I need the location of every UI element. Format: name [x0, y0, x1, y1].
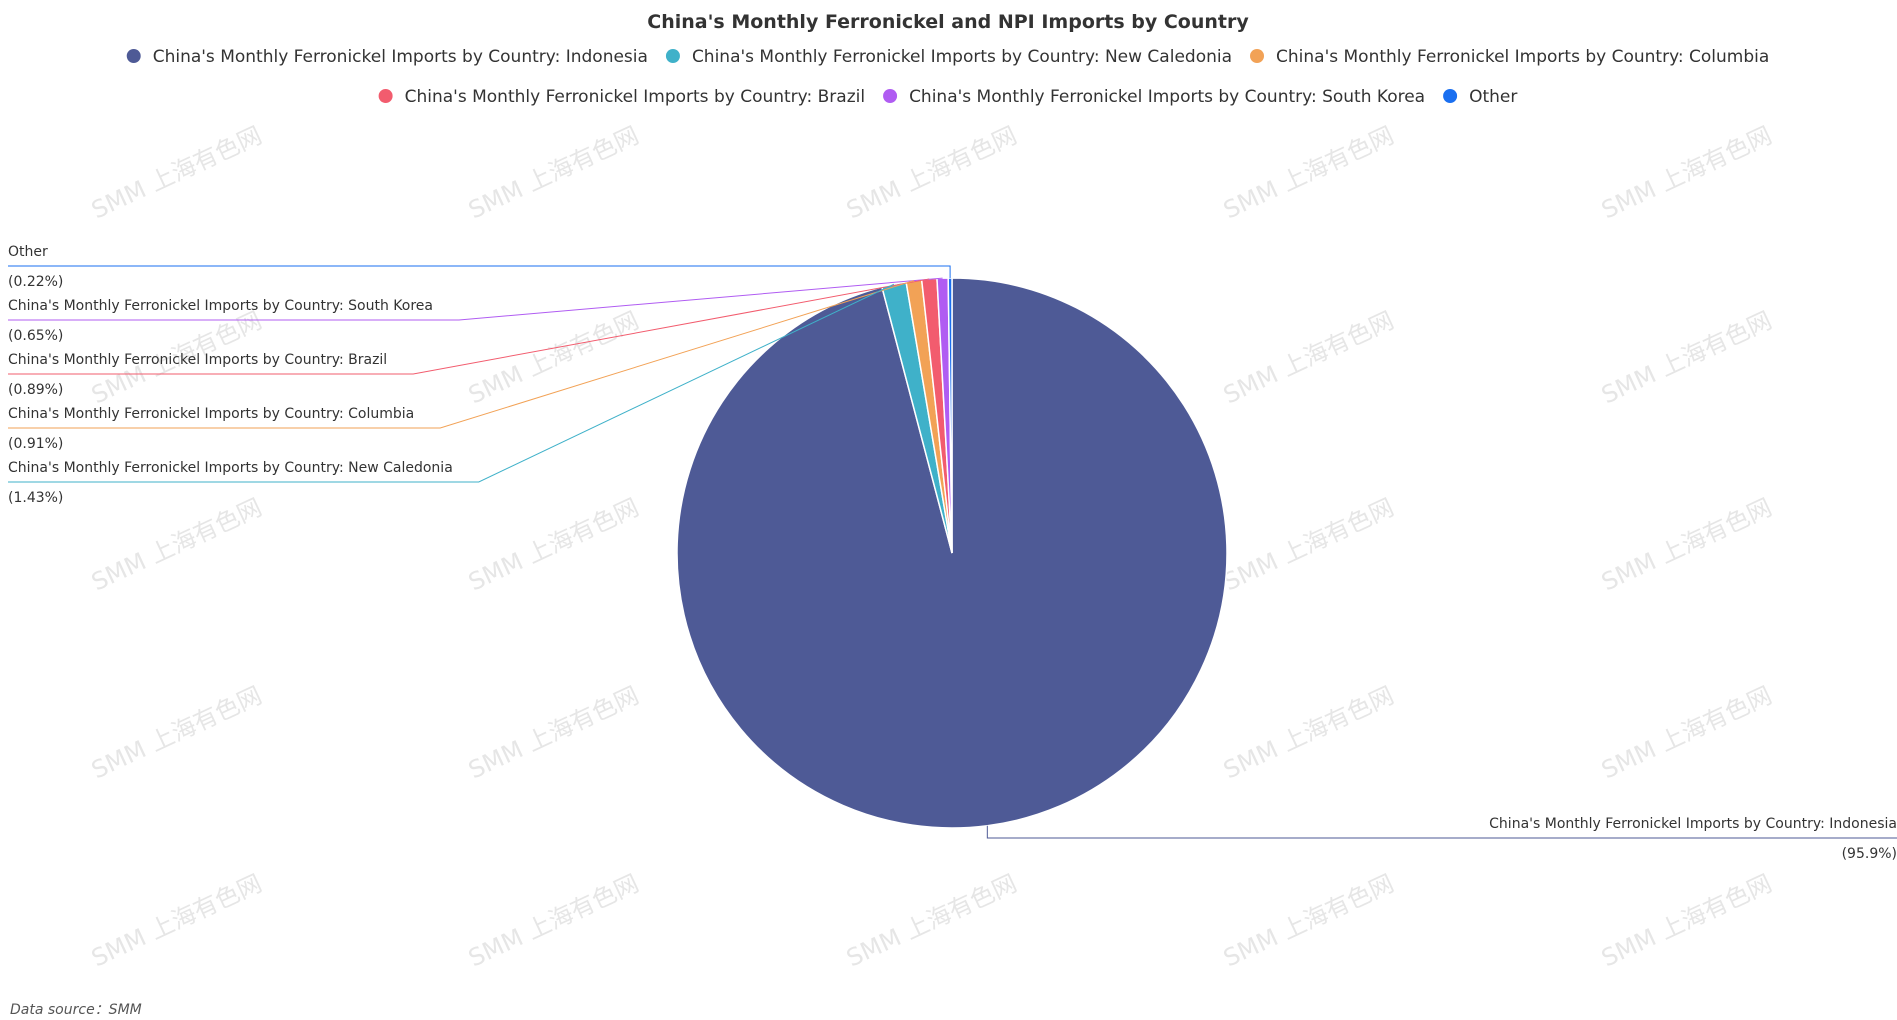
pie-slice[interactable]	[676, 277, 1228, 829]
slice-labels: Other (0.22%) China's Monthly Ferronickel …	[8, 244, 1897, 862]
watermark-text: SMM 上海有色网	[87, 869, 266, 972]
legend-label: Other	[1469, 87, 1517, 107]
legend-label: China's Monthly Ferronickel Imports by C…	[153, 47, 648, 67]
watermark-text: SMM 上海有色网	[842, 869, 1021, 972]
watermark-text: SMM 上海有色网	[1597, 493, 1776, 596]
legend-label: China's Monthly Ferronickel Imports by C…	[692, 47, 1232, 67]
pie-slices	[676, 277, 1228, 829]
slice-label-value: (0.22%)	[8, 274, 63, 290]
legend-dot-icon	[1443, 89, 1458, 103]
legend: China's Monthly Ferronickel Imports by C…	[126, 47, 1769, 107]
watermark-text: SMM 上海有色网	[464, 121, 643, 224]
watermark-text: SMM 上海有色网	[464, 869, 643, 972]
watermark-text: SMM 上海有色网	[1597, 121, 1776, 224]
legend-item[interactable]: China's Monthly Ferronickel Imports by C…	[1250, 47, 1769, 67]
leader-line	[8, 283, 895, 483]
legend-label: China's Monthly Ferronickel Imports by C…	[909, 87, 1425, 107]
slice-label-name: China's Monthly Ferronickel Imports by C…	[8, 352, 387, 368]
leader-line	[8, 278, 930, 375]
slice-label-name: China's Monthly Ferronickel Imports by C…	[1489, 816, 1897, 832]
watermark-text: SMM 上海有色网	[1219, 869, 1398, 972]
watermark-text: SMM 上海有色网	[1597, 681, 1776, 784]
slice-label-name: China's Monthly Ferronickel Imports by C…	[8, 298, 433, 314]
slice-label-name: Other	[8, 244, 48, 260]
leader-line	[8, 277, 943, 321]
leader-line	[8, 280, 914, 429]
legend-dot-icon	[126, 49, 141, 63]
slice-label-value: (0.91%)	[8, 436, 63, 452]
watermark-text: SMM 上海有色网	[842, 121, 1021, 224]
chart-title: China's Monthly Ferronickel and NPI Impo…	[647, 11, 1249, 33]
slice-label-value: (95.9%)	[1842, 846, 1897, 862]
slice-label-name: China's Monthly Ferronickel Imports by C…	[8, 406, 414, 422]
slice-label-value: (0.89%)	[8, 382, 63, 398]
legend-item[interactable]: China's Monthly Ferronickel Imports by C…	[883, 87, 1425, 107]
watermark-text: SMM 上海有色网	[1219, 493, 1398, 596]
legend-item[interactable]: China's Monthly Ferronickel Imports by C…	[378, 87, 865, 107]
legend-label: China's Monthly Ferronickel Imports by C…	[405, 87, 865, 107]
watermark-text: SMM 上海有色网	[1219, 121, 1398, 224]
legend-item[interactable]: China's Monthly Ferronickel Imports by C…	[665, 47, 1232, 67]
legend-label: China's Monthly Ferronickel Imports by C…	[1276, 47, 1769, 67]
watermark-text: SMM 上海有色网	[87, 493, 266, 596]
watermark-text: SMM 上海有色网	[1597, 306, 1776, 409]
legend-dot-icon	[665, 49, 680, 63]
slice-label-value: (1.43%)	[8, 490, 63, 506]
watermark-text: SMM 上海有色网	[464, 306, 643, 409]
leader-line	[986, 825, 1897, 839]
slice-label-name: China's Monthly Ferronickel Imports by C…	[8, 460, 453, 476]
legend-dot-icon	[1250, 49, 1265, 63]
legend-item[interactable]: China's Monthly Ferronickel Imports by C…	[126, 47, 648, 67]
legend-dot-icon	[883, 89, 898, 103]
watermark-text: SMM 上海有色网	[1219, 681, 1398, 784]
watermark-text: SMM 上海有色网	[464, 681, 643, 784]
watermark-text: SMM 上海有色网	[87, 681, 266, 784]
watermark-text: SMM 上海有色网	[87, 121, 266, 224]
watermark-text: SMM 上海有色网	[1219, 306, 1398, 409]
legend-dot-icon	[378, 89, 393, 103]
slice-label-value: (0.65%)	[8, 328, 63, 344]
watermark-text: SMM 上海有色网	[464, 493, 643, 596]
legend-item[interactable]: Other	[1443, 87, 1517, 107]
data-source: Data source：SMM	[10, 1002, 142, 1018]
watermark-text: SMM 上海有色网	[1597, 869, 1776, 972]
leader-line	[8, 265, 951, 279]
